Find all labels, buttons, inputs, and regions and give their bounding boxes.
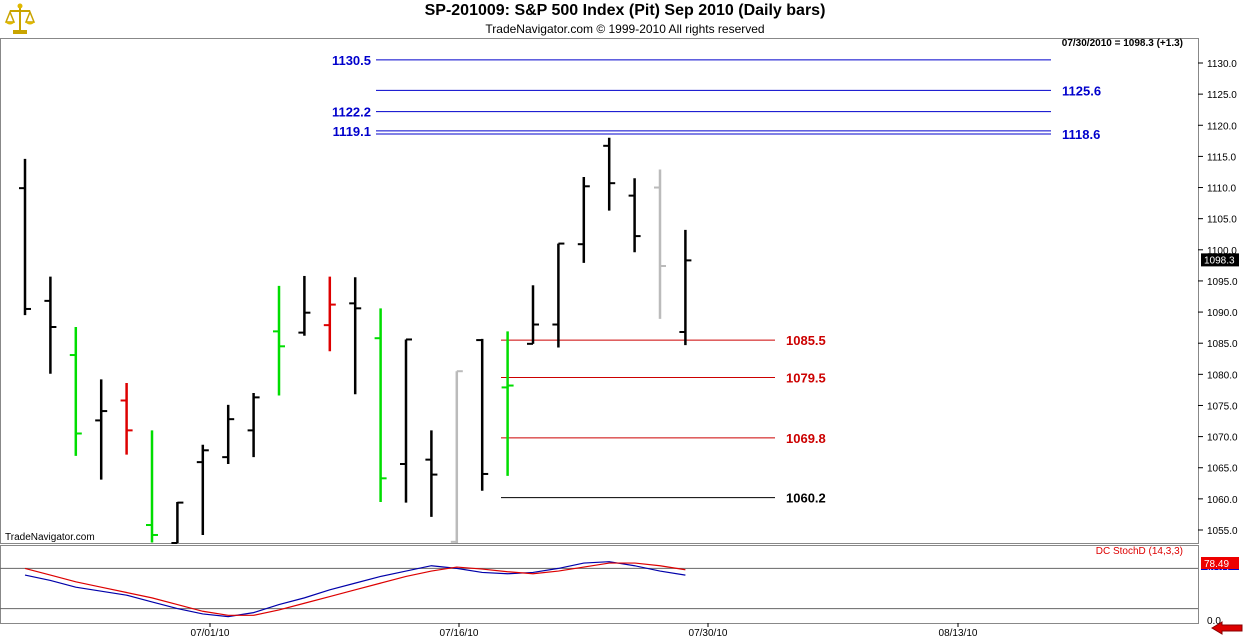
level-label: 1119.1 bbox=[333, 124, 371, 139]
stoch-y-tick: 0.0 bbox=[1207, 616, 1221, 627]
x-tick-label: 07/01/10 bbox=[191, 628, 230, 639]
level-label: 1130.5 bbox=[332, 53, 371, 68]
x-tick-label: 07/16/10 bbox=[440, 628, 479, 639]
logo-icon[interactable] bbox=[4, 2, 36, 36]
level-label: 1118.6 bbox=[1062, 127, 1100, 142]
y-tick-label: 1055.0 bbox=[1207, 526, 1238, 537]
x-tick-label: 08/13/10 bbox=[939, 628, 978, 639]
level-label: 1085.5 bbox=[786, 333, 826, 348]
y-tick-label: 1100.0 bbox=[1207, 246, 1237, 257]
y-tick-label: 1130.0 bbox=[1207, 59, 1237, 70]
y-tick-label: 1080.0 bbox=[1207, 370, 1238, 381]
y-tick-label: 1090.0 bbox=[1207, 308, 1238, 319]
chart-title: SP-201009: S&P 500 Index (Pit) Sep 2010 … bbox=[424, 2, 826, 19]
y-tick-label: 1075.0 bbox=[1207, 401, 1238, 412]
stoch-d-box bbox=[1201, 557, 1239, 569]
last-value-label: 07/30/2010 = 1098.3 (+1.3) bbox=[1062, 38, 1183, 49]
price-panel-frame bbox=[0, 38, 1199, 544]
stoch-title: DC StochD (14,3,3) bbox=[1096, 546, 1183, 557]
stoch-panel-frame bbox=[0, 545, 1199, 624]
stoch-d-value: 78.49 bbox=[1204, 559, 1229, 570]
y-tick-label: 1095.0 bbox=[1207, 277, 1238, 288]
last-price-box bbox=[1201, 253, 1239, 267]
last-price-label: 1098.3 bbox=[1204, 255, 1235, 266]
y-tick-label: 1105.0 bbox=[1207, 215, 1237, 226]
y-tick-label: 1115.0 bbox=[1207, 152, 1237, 163]
red-left-arrow-icon[interactable] bbox=[1210, 621, 1244, 640]
x-tick-label: 07/30/10 bbox=[689, 628, 728, 639]
level-label: 1069.8 bbox=[786, 431, 826, 446]
y-tick-label: 1110.0 bbox=[1207, 184, 1237, 195]
stoch-series-d bbox=[24, 562, 686, 616]
level-label: 1122.2 bbox=[332, 105, 371, 120]
y-tick-label: 1125.0 bbox=[1207, 90, 1237, 101]
stoch-k-value: 70.37 bbox=[1204, 567, 1229, 578]
y-tick-label: 1120.0 bbox=[1207, 121, 1237, 132]
y-tick-label: 1060.0 bbox=[1207, 495, 1238, 506]
level-label: 1079.5 bbox=[786, 370, 826, 385]
y-tick-label: 1065.0 bbox=[1207, 464, 1238, 475]
copyright-subtitle: TradeNavigator.com © 1999-2010 All right… bbox=[485, 22, 765, 36]
watermark-label: TradeNavigator.com bbox=[5, 532, 95, 543]
y-tick-label: 1070.0 bbox=[1207, 433, 1238, 444]
level-label: 1060.2 bbox=[786, 491, 826, 506]
y-tick-label: 1085.0 bbox=[1207, 339, 1238, 350]
level-label: 1125.6 bbox=[1062, 83, 1101, 98]
stoch-series-k bbox=[24, 561, 686, 618]
